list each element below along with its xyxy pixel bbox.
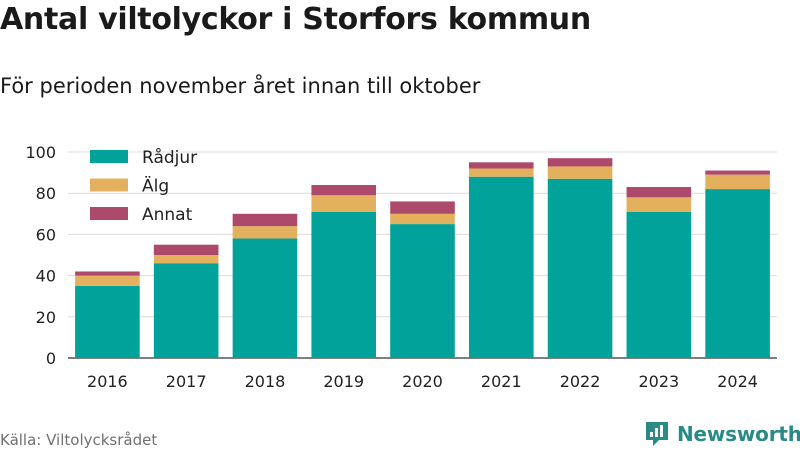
y-tick-label: 40	[36, 267, 56, 286]
x-tick-label: 2018	[245, 372, 286, 391]
stacked-bar-chart: 0 20 40 60 80 100 2016 2017 2018 2019 2020 2021 202…	[25, 143, 777, 391]
bar-2018-alg	[232, 226, 298, 239]
bar-2023-annat	[626, 187, 692, 198]
legend-swatch-radjur	[90, 150, 128, 163]
x-tick-label: 2023	[638, 372, 679, 391]
bar-2020-radjur	[390, 224, 455, 358]
bars	[75, 158, 770, 358]
bar-2019-alg	[311, 195, 377, 212]
x-tick-label: 2016	[87, 372, 128, 391]
legend: Rådjur Älg Annat	[90, 147, 197, 225]
source-note: Källa: Viltolycksrådet	[0, 431, 158, 449]
x-axis-ticks: 2016 2017 2018 2019 2020 2021 2022 2023 2024	[87, 372, 758, 391]
y-tick-label: 0	[46, 349, 56, 368]
y-axis-ticks: 0 20 40 60 80 100	[25, 143, 56, 368]
y-tick-label: 100	[25, 143, 56, 162]
x-tick-label: 2020	[402, 372, 443, 391]
x-tick-label: 2017	[166, 372, 207, 391]
bar-2024-alg	[705, 174, 770, 190]
bar-2023-radjur	[626, 211, 692, 358]
x-tick-label: 2019	[323, 372, 364, 391]
bar-2016-radjur	[75, 285, 140, 358]
bar-2020-annat	[390, 201, 455, 214]
y-tick-label: 20	[36, 308, 56, 327]
bar-2021-radjur	[468, 176, 534, 358]
bar-2018-annat	[232, 213, 298, 227]
bar-2018-radjur	[232, 238, 298, 358]
x-tick-label: 2021	[481, 372, 522, 391]
bar-2023-alg	[626, 197, 692, 212]
chart-subtitle: För perioden november året innan till ok…	[0, 74, 481, 98]
y-tick-label: 60	[36, 225, 56, 244]
bar-2021-alg	[468, 168, 534, 177]
bar-2024-annat	[705, 170, 770, 175]
bar-2020-alg	[390, 213, 455, 225]
bar-2022-radjur	[547, 178, 613, 358]
bar-2021-annat	[468, 162, 534, 169]
bar-2016-annat	[75, 271, 140, 276]
bar-2019-radjur	[311, 211, 377, 358]
newsworthy-logo-icon	[646, 422, 668, 446]
bar-2017-alg	[153, 255, 219, 264]
brand: Newsworthy	[644, 419, 800, 449]
bar-2019-annat	[311, 184, 377, 196]
x-tick-label: 2024	[717, 372, 758, 391]
bar-2016-alg	[75, 275, 140, 286]
bar-2017-annat	[153, 244, 219, 255]
bar-2017-radjur	[153, 263, 219, 358]
legend-swatch-alg	[90, 178, 128, 192]
legend-swatch-annat	[90, 207, 128, 220]
legend-label-annat: Annat	[142, 205, 193, 225]
y-tick-label: 80	[36, 184, 56, 203]
x-tick-label: 2022	[560, 372, 601, 391]
chart-title: Antal viltolyckor i Storfors kommun	[0, 2, 591, 37]
legend-label-alg: Älg	[142, 176, 169, 197]
bar-2024-radjur	[705, 189, 770, 358]
legend-label-radjur: Rådjur	[142, 147, 197, 168]
bar-2022-annat	[547, 158, 613, 167]
bar-2022-alg	[547, 166, 613, 179]
brand-name: Newsworthy	[677, 422, 800, 446]
